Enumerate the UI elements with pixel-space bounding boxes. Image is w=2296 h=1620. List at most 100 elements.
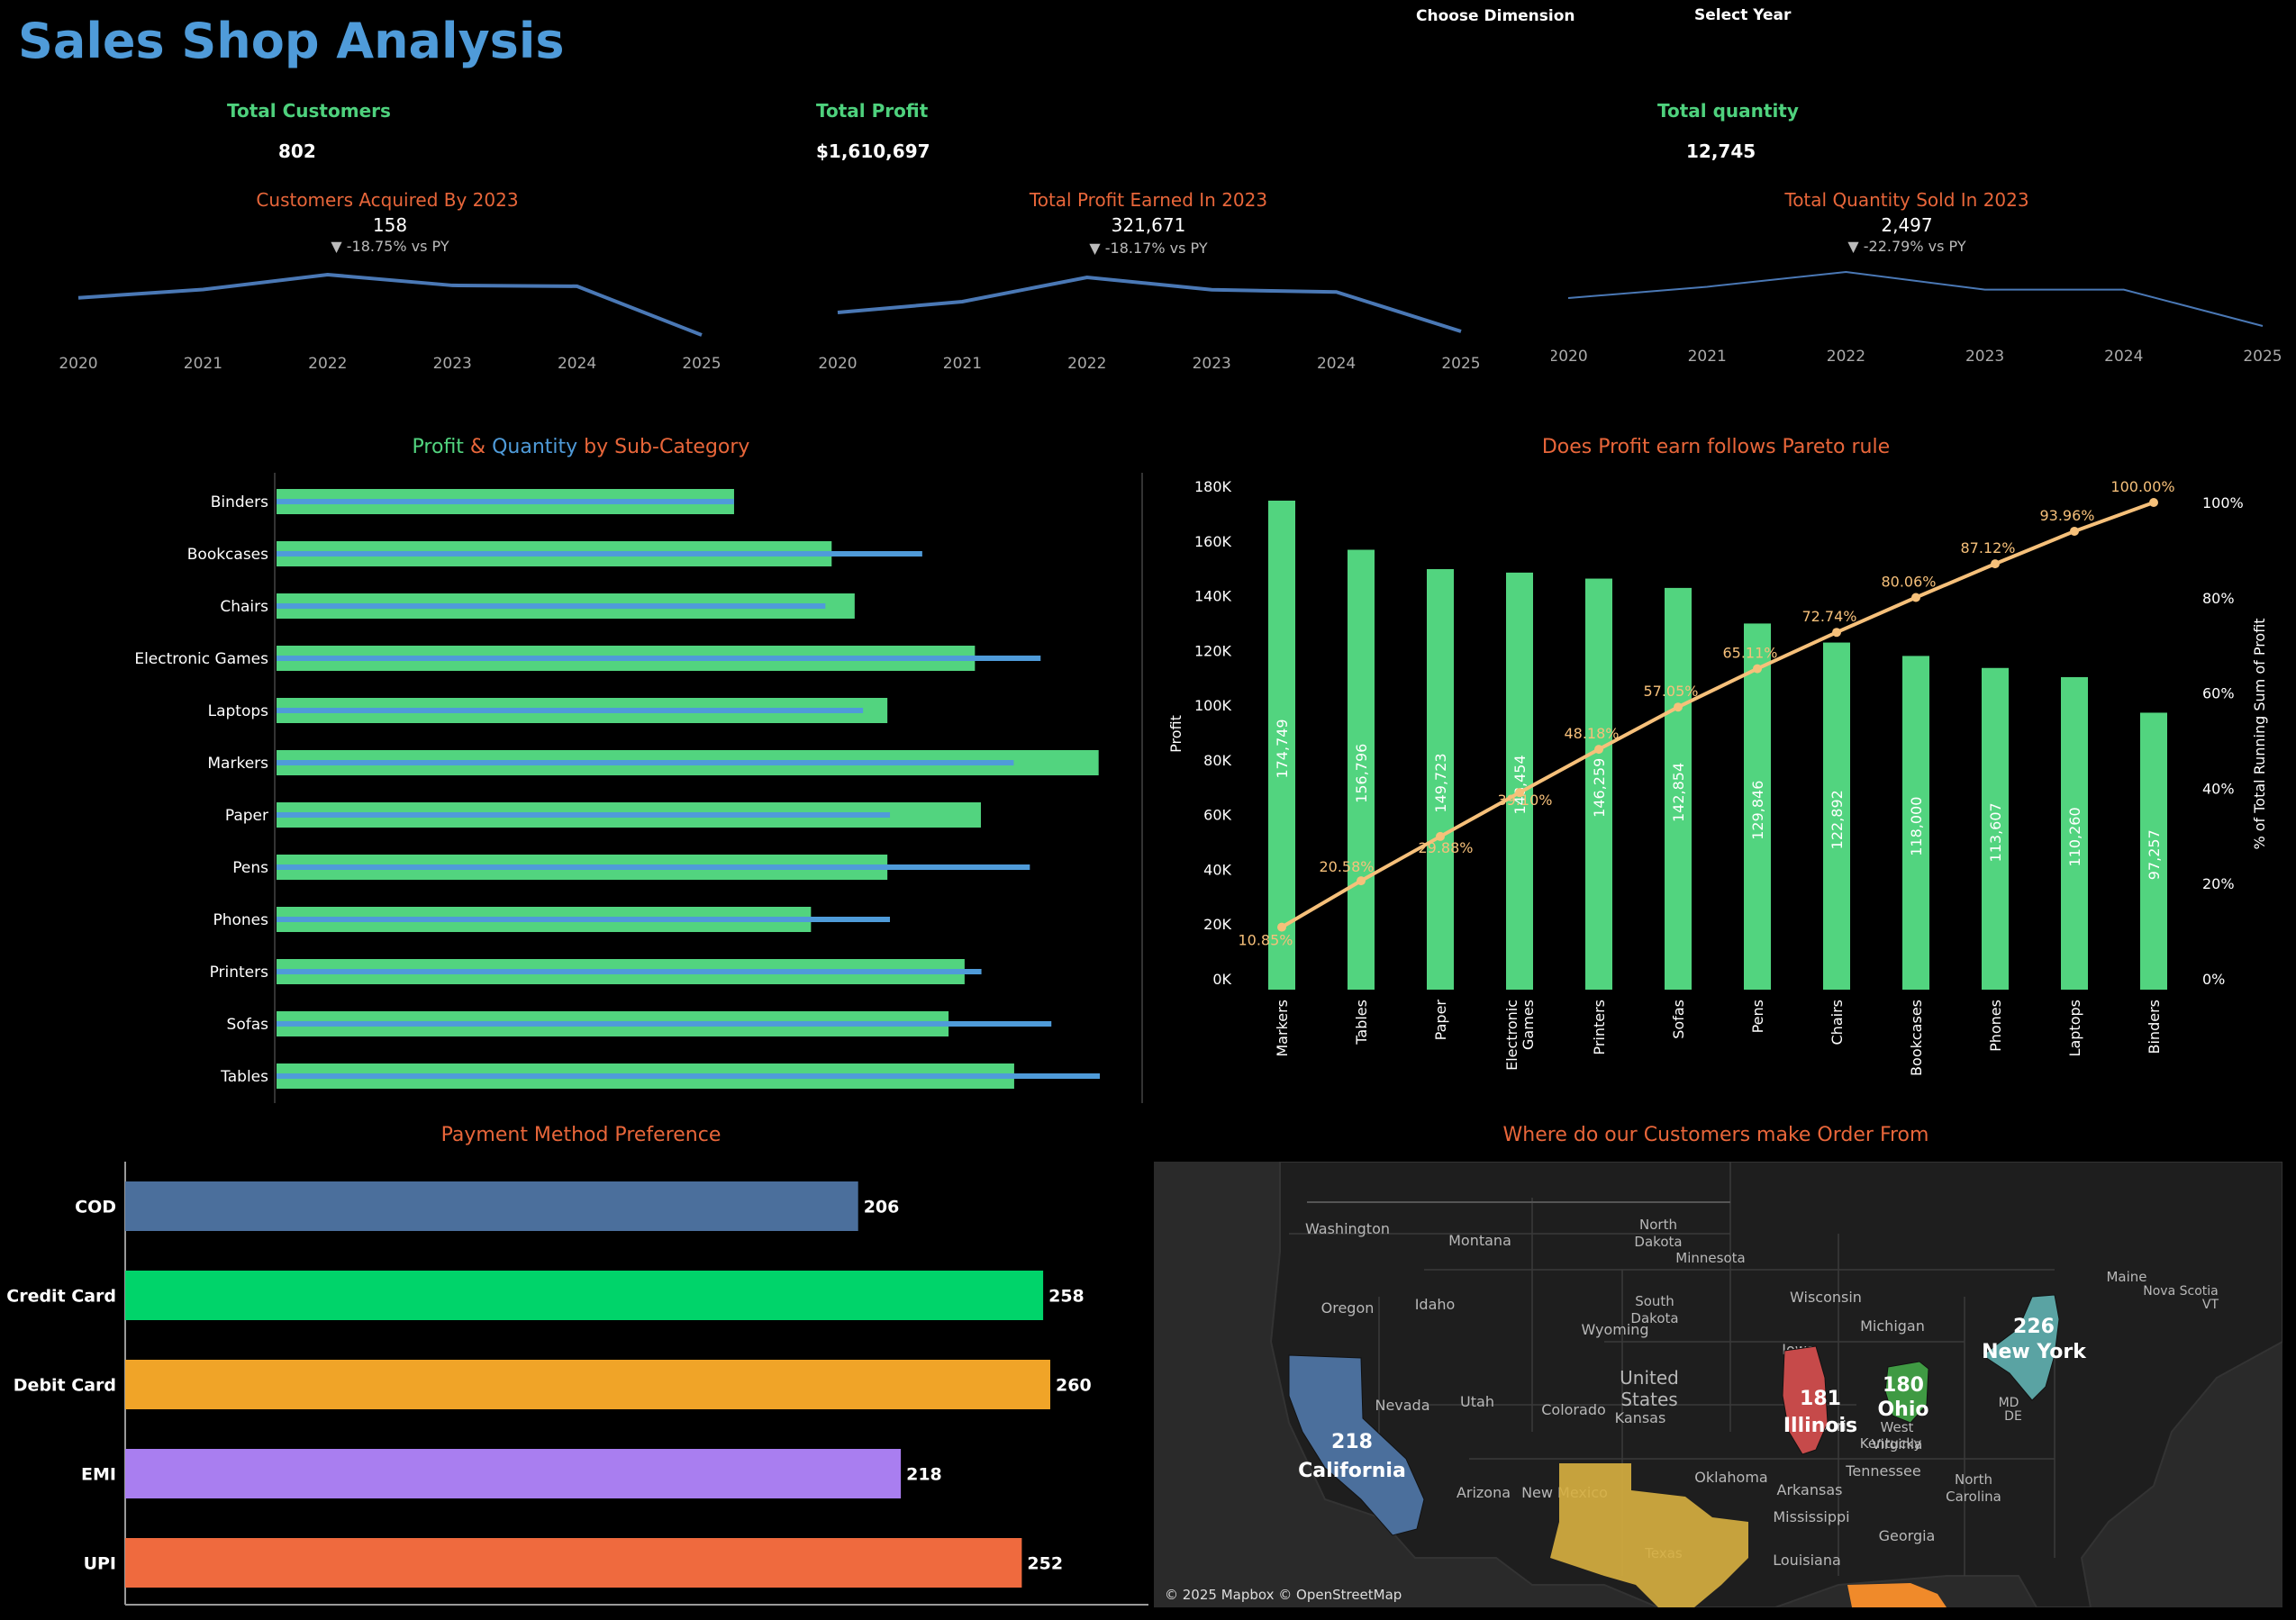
pareto-xtick-1: Tables — [1353, 1000, 1370, 1045]
select-year-label[interactable]: Select Year — [1694, 6, 1792, 24]
map-label-29-0: North — [1955, 1471, 1992, 1488]
map-state-value-1: 181 — [1800, 1388, 1841, 1410]
map-state-value-0: 218 — [1331, 1431, 1373, 1453]
kpi-total-profit-value: $1,610,697 — [816, 140, 930, 162]
subcat-quantity-bar-10 — [277, 1021, 1052, 1027]
map-label-11: Nova Scotia — [2143, 1284, 2218, 1299]
map-label-28: Tennessee — [1845, 1462, 1920, 1480]
kpi-total-quantity-value: 12,745 — [1686, 140, 1756, 162]
map-label-2-0: North — [1639, 1217, 1677, 1233]
map-label-17-0: United — [1620, 1367, 1679, 1389]
map-state-name-1: Illinois — [1783, 1415, 1857, 1437]
payment-label-3: EMI — [81, 1465, 116, 1485]
pareto-xtick-4: Printers — [1591, 1000, 1608, 1055]
pareto-ytick-6: 120K — [1194, 642, 1232, 659]
pareto-bar-label-3: 148,454 — [1511, 755, 1529, 814]
pareto-bar-label-8: 118,000 — [1908, 797, 1925, 856]
map-landmass — [1269, 1162, 2282, 1607]
payment-label-2: Debit Card — [14, 1376, 116, 1396]
map-label-4: Oregon — [1321, 1299, 1375, 1317]
spark0-tick-2022: 2022 — [308, 355, 347, 373]
spark1-tick-2024: 2024 — [1317, 355, 1356, 373]
spark1-line — [837, 275, 1462, 333]
map-label-9: Michigan — [1860, 1317, 1925, 1335]
map-state-new-york — [1982, 1294, 2060, 1401]
pareto-point-5 — [1674, 702, 1683, 712]
pareto-bar-label-0: 174,749 — [1274, 719, 1291, 778]
pareto-ytick-7: 140K — [1194, 588, 1232, 605]
choose-dimension-label[interactable]: Choose Dimension — [1416, 7, 1575, 25]
pareto-point-label-9: 87.12% — [1960, 539, 2015, 557]
spark2-tick-2021: 2021 — [1688, 348, 1727, 366]
spark2-tick-2024: 2024 — [2104, 348, 2143, 366]
pareto-ytick-3: 60K — [1203, 807, 1231, 824]
map-label-22: DE — [2004, 1409, 2022, 1424]
pareto-point-label-1: 20.58% — [1319, 858, 1374, 875]
map-state-value-2: 180 — [1883, 1374, 1924, 1397]
pareto-y2tick-5: 100% — [2202, 494, 2244, 511]
subcat-quantity-bar-11 — [277, 1073, 1100, 1079]
pareto-bar-6 — [1744, 623, 1771, 990]
subcat-label-9: Printers — [210, 964, 269, 982]
subcat-title-amp: & — [463, 436, 493, 458]
spark1-tick-2025: 2025 — [1441, 355, 1480, 373]
customer-map[interactable]: WashingtonMontanaNorthDakotaMinnesotaOre… — [1154, 1162, 2282, 1607]
pareto-y2tick-0: 0% — [2202, 971, 2225, 988]
map-label-24: Oklahoma — [1694, 1469, 1767, 1486]
quantity-sparkline: 2020 2021 2022 2023 2024 2025 — [1551, 270, 2282, 366]
kpi-total-quantity-label: Total quantity — [1657, 100, 1799, 122]
pareto-point-label-6: 65.11% — [1722, 645, 1777, 662]
pareto-xtick-3-1: Games — [1520, 1000, 1537, 1050]
pareto-point-label-8: 80.06% — [1881, 573, 1936, 590]
pareto-point-8 — [1911, 593, 1920, 602]
map-label-15: Utah — [1460, 1393, 1494, 1410]
pareto-bar-label-5: 142,854 — [1670, 763, 1687, 822]
subcat-label-3: Electronic Games — [134, 650, 268, 668]
subcat-title-rest: by Sub-Category — [577, 436, 750, 458]
map-label-21: MD — [1999, 1396, 2019, 1410]
pareto-bar-2 — [1427, 569, 1454, 990]
subcat-label-2: Chairs — [220, 598, 268, 616]
kpi-quantity-delta: ▼ -22.79% vs PY — [1847, 238, 1966, 255]
spark0-line — [77, 272, 703, 337]
pareto-y2tick-2: 40% — [2202, 780, 2235, 797]
pareto-point-2 — [1436, 831, 1445, 841]
subcat-quantity-bar-1 — [277, 551, 922, 557]
pareto-ytick-9: 180K — [1194, 478, 1232, 495]
spark1-tick-2020: 2020 — [818, 355, 857, 373]
subcat-quantity-bar-6 — [277, 812, 891, 818]
map-label-23: Kentucky — [1860, 1435, 1922, 1452]
pareto-xtick-5: Sofas — [1670, 1000, 1687, 1039]
pareto-y2tick-1: 20% — [2202, 875, 2235, 892]
spark0-tick-2020: 2020 — [59, 355, 97, 373]
subcat-label-8: Phones — [213, 911, 268, 929]
map-label-32: Louisiana — [1773, 1552, 1841, 1569]
subcat-quantity-bar-9 — [277, 969, 982, 974]
map-state-name-0: California — [1298, 1460, 1406, 1482]
payment-bar-1 — [125, 1271, 1044, 1320]
pareto-y2label: % of Total Running Sum of Profit — [2251, 618, 2268, 849]
subcat-quantity-bar-3 — [277, 656, 1041, 661]
payment-label-4: UPI — [84, 1554, 116, 1574]
map-label-2-1: Dakota — [1634, 1234, 1682, 1250]
subcat-label-10: Sofas — [227, 1016, 269, 1034]
map-label-30: Mississippi — [1773, 1508, 1849, 1525]
kpi-customers-sub-value: 158 — [372, 214, 408, 236]
subcat-label-5: Markers — [207, 755, 268, 773]
spark2-tick-2025: 2025 — [2243, 348, 2282, 366]
pareto-ytick-4: 80K — [1203, 752, 1231, 769]
subcat-label-6: Paper — [225, 807, 268, 825]
map-label-7: Wisconsin — [1790, 1289, 1862, 1306]
pareto-bar-label-7: 122,892 — [1829, 790, 1846, 849]
kpi-customers-sub-title: Customers Acquired By 2023 — [256, 189, 519, 211]
pareto-point-label-2: 29.88% — [1418, 839, 1473, 856]
subcat-title-profit: Profit — [412, 436, 464, 458]
subcat-quantity-bar-7 — [277, 864, 1030, 870]
pareto-point-0 — [1277, 922, 1286, 932]
map-label-8: Wyoming — [1581, 1321, 1648, 1338]
kpi-total-customers-label: Total Customers — [227, 100, 391, 122]
pareto-point-6 — [1753, 664, 1762, 674]
map-state-value-3: 226 — [2013, 1316, 2055, 1338]
profit-sparkline: 2020 2021 2022 2023 2024 2025 — [818, 275, 1481, 373]
pareto-ytick-2: 40K — [1203, 861, 1231, 878]
